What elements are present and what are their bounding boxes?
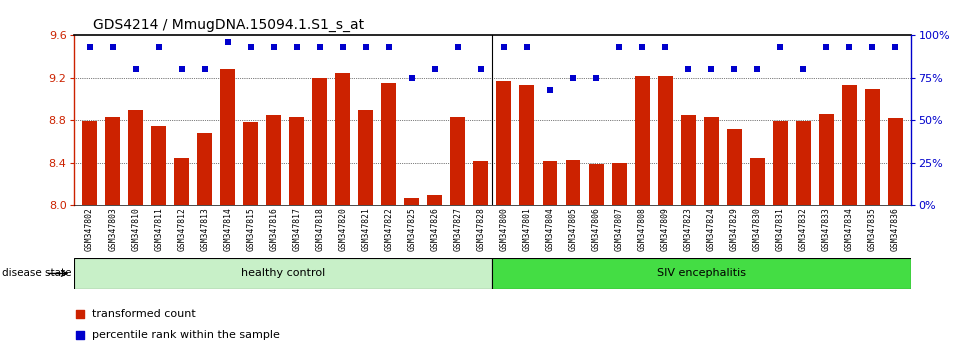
- Bar: [543, 161, 558, 205]
- Point: [818, 45, 834, 50]
- Text: healthy control: healthy control: [241, 268, 325, 279]
- Point: [173, 67, 189, 72]
- Point: [612, 45, 627, 50]
- Bar: [589, 164, 604, 205]
- Bar: [82, 121, 97, 205]
- Bar: [750, 158, 764, 205]
- Bar: [335, 73, 350, 205]
- Bar: [151, 126, 167, 205]
- Point: [473, 67, 489, 72]
- Point: [72, 333, 87, 338]
- Point: [750, 67, 765, 72]
- Bar: [658, 76, 672, 205]
- Point: [358, 45, 373, 50]
- Bar: [243, 122, 258, 205]
- Bar: [74, 258, 493, 289]
- Point: [151, 45, 167, 50]
- Point: [588, 75, 604, 81]
- Bar: [105, 117, 121, 205]
- Bar: [842, 85, 857, 205]
- Bar: [612, 163, 626, 205]
- Bar: [427, 195, 442, 205]
- Bar: [405, 198, 419, 205]
- Point: [888, 45, 904, 50]
- Bar: [128, 110, 143, 205]
- Point: [127, 67, 143, 72]
- Point: [312, 45, 327, 50]
- Point: [266, 45, 281, 50]
- Point: [427, 67, 443, 72]
- Point: [542, 87, 558, 93]
- Point: [864, 45, 880, 50]
- Point: [243, 45, 259, 50]
- Point: [496, 45, 512, 50]
- Point: [726, 67, 742, 72]
- Point: [658, 45, 673, 50]
- Point: [680, 67, 696, 72]
- Text: SIV encephalitis: SIV encephalitis: [658, 268, 747, 279]
- Point: [565, 75, 581, 81]
- Bar: [704, 117, 718, 205]
- Bar: [493, 258, 911, 289]
- Bar: [197, 133, 213, 205]
- Text: GDS4214 / MmugDNA.15094.1.S1_s_at: GDS4214 / MmugDNA.15094.1.S1_s_at: [93, 18, 365, 32]
- Point: [404, 75, 419, 81]
- Bar: [727, 129, 742, 205]
- Point: [519, 45, 535, 50]
- Point: [796, 67, 811, 72]
- Bar: [267, 115, 281, 205]
- Bar: [565, 160, 580, 205]
- Bar: [359, 110, 373, 205]
- Bar: [174, 158, 189, 205]
- Bar: [220, 69, 235, 205]
- Point: [72, 311, 87, 316]
- Bar: [519, 85, 534, 205]
- Bar: [818, 114, 834, 205]
- Text: transformed count: transformed count: [92, 309, 196, 319]
- Bar: [289, 117, 304, 205]
- Point: [381, 45, 397, 50]
- Point: [81, 45, 97, 50]
- Point: [220, 39, 235, 45]
- Point: [704, 67, 719, 72]
- Bar: [681, 115, 696, 205]
- Point: [105, 45, 121, 50]
- Point: [772, 45, 788, 50]
- Bar: [864, 88, 880, 205]
- Bar: [888, 118, 903, 205]
- Bar: [497, 81, 512, 205]
- Bar: [772, 121, 788, 205]
- Point: [335, 45, 351, 50]
- Point: [289, 45, 305, 50]
- Text: percentile rank within the sample: percentile rank within the sample: [92, 330, 280, 341]
- Point: [450, 45, 465, 50]
- Point: [197, 67, 213, 72]
- Point: [842, 45, 858, 50]
- Bar: [473, 161, 488, 205]
- Bar: [635, 76, 650, 205]
- Bar: [381, 83, 396, 205]
- Point: [634, 45, 650, 50]
- Bar: [796, 121, 810, 205]
- Bar: [451, 117, 465, 205]
- Text: disease state: disease state: [2, 268, 72, 279]
- Bar: [313, 78, 327, 205]
